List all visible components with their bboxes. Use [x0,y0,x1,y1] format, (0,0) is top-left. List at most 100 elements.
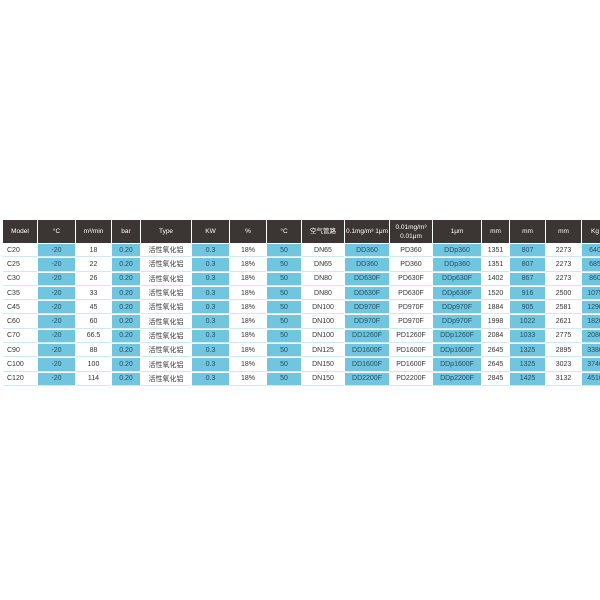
table-cell: 50 [267,372,301,386]
table-cell: 2084 [482,329,509,344]
table-cell: -20 [38,301,75,315]
table-cell: 0.20 [112,358,140,372]
table-cell: 1820 [582,315,600,329]
table-cell: PD360 [390,244,432,258]
table-cell: DDp1600F [433,358,481,372]
table-cell: 0.3 [192,358,229,372]
table-cell: 0.20 [112,344,140,358]
table-cell: 1325 [510,358,545,372]
table-cell: 3740 [582,358,600,372]
table-cell: -20 [38,329,75,344]
table-cell: PD630F [390,286,432,301]
table-cell: DD360 [345,244,389,258]
column-header: Kg [582,220,600,243]
column-header: mm [482,220,509,243]
table-cell: PD1600F [390,358,432,372]
table-cell: DDp970F [433,315,481,329]
table-row: C35 -20 33 0.20 活性氧化铝 0.3 18% 50 DN80 DD630F PD630… [3,286,600,301]
table-cell: 1425 [510,372,545,386]
table-cell: 2581 [546,301,581,315]
table-cell: DDp970F [433,301,481,315]
table-cell: DN150 [302,358,344,372]
table-cell: 0.20 [112,372,140,386]
table-cell: C30 [3,272,37,286]
table-cell: DN150 [302,372,344,386]
table-cell: 3023 [546,358,581,372]
table-cell: -20 [38,258,75,272]
table-cell: 2273 [546,244,581,258]
table-cell: DD630F [345,272,389,286]
table-cell: -20 [38,244,75,258]
table-cell: 2273 [546,258,581,272]
table-cell: 2775 [546,329,581,344]
table-cell: 860 [582,272,600,286]
table-cell: 18 [76,244,111,258]
column-header: m³/min [76,220,111,243]
column-header: °C [38,220,75,243]
table-cell: 867 [510,272,545,286]
table-row: C45 -20 45 0.20 活性氧化铝 0.3 18% 50 DN100 DD970F PD97… [3,301,600,315]
table-cell: 18% [230,286,266,301]
column-header: KW [192,220,229,243]
table-cell: PD630F [390,272,432,286]
table-row: C100 -20 100 0.20 活性氧化铝 0.3 18% 50 DN150 DD1600F P… [3,358,600,372]
table-cell: 2895 [546,344,581,358]
table-cell: 0.3 [192,286,229,301]
table-cell: DN80 [302,286,344,301]
table-cell: DD1600F [345,358,389,372]
table-cell: 2080 [582,329,600,344]
table-cell: 18% [230,272,266,286]
table-cell: 活性氧化铝 [141,244,191,258]
table-cell: 640 [582,244,600,258]
table-cell: 50 [267,272,301,286]
table-cell: 1884 [482,301,509,315]
table-cell: -20 [38,344,75,358]
table-cell: 1402 [482,272,509,286]
column-header: 0.01mg/m³ 0.01μm [390,220,432,243]
column-header: mm [510,220,545,243]
table-cell: DN100 [302,315,344,329]
table-cell: 60 [76,315,111,329]
table-cell: 50 [267,329,301,344]
table-cell: 1351 [482,258,509,272]
table-row: C20 -20 18 0.20 活性氧化铝 0.3 18% 50 DN65 DD360 PD360 D… [3,244,600,258]
column-header: % [230,220,266,243]
table-cell: C45 [3,301,37,315]
table-cell: PD1600F [390,344,432,358]
table-cell: 0.3 [192,344,229,358]
table-cell: 807 [510,258,545,272]
table-cell: 18% [230,358,266,372]
table-cell: 22 [76,258,111,272]
table-cell: 2645 [482,358,509,372]
table-cell: 0.3 [192,329,229,344]
table-cell: 50 [267,244,301,258]
table-cell: 114 [76,372,111,386]
table-cell: 18% [230,244,266,258]
table-cell: C35 [3,286,37,301]
column-header: 0.1mg/m³ 1μm [345,220,389,243]
table-cell: C70 [3,329,37,344]
table-cell: 0.20 [112,258,140,272]
table-cell: 1022 [510,315,545,329]
table-cell: 活性氧化铝 [141,372,191,386]
table-cell: -20 [38,315,75,329]
table-cell: 807 [510,244,545,258]
table-cell: -20 [38,272,75,286]
table-cell: 18% [230,301,266,315]
table-cell: 0.3 [192,315,229,329]
table-cell: 33 [76,286,111,301]
table-cell: 2500 [546,286,581,301]
table-cell: DD1260F [345,329,389,344]
table-cell: 66.5 [76,329,111,344]
table-cell: DN125 [302,344,344,358]
table-cell: 18% [230,372,266,386]
table-cell: 活性氧化铝 [141,358,191,372]
table-cell: -20 [38,372,75,386]
table-cell: 685 [582,258,600,272]
table-cell: 1520 [482,286,509,301]
table-cell: 88 [76,344,111,358]
table-cell: 916 [510,286,545,301]
table-cell: 0.3 [192,372,229,386]
table-cell: C20 [3,244,37,258]
table-cell: 1290 [582,301,600,315]
